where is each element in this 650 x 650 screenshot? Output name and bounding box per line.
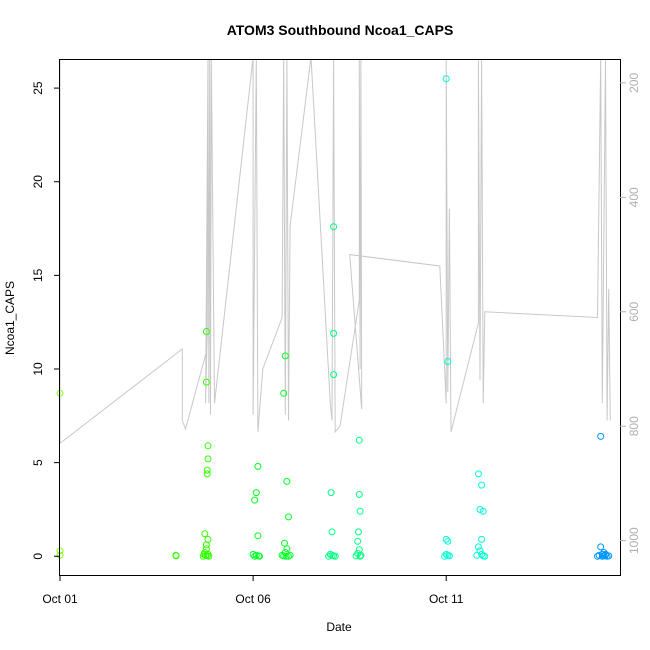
data-point — [327, 489, 335, 497]
data-point — [285, 513, 292, 521]
data-point — [172, 552, 180, 560]
data-point — [325, 552, 333, 560]
data-point — [355, 436, 363, 444]
x-tick-label: Oct 06 — [235, 592, 271, 606]
x-tick-label: Oct 01 — [42, 592, 78, 606]
data-point — [597, 543, 605, 551]
depth-line-layer — [60, 60, 611, 445]
data-point — [330, 223, 338, 231]
data-point — [203, 470, 211, 478]
data-point — [204, 455, 212, 463]
data-point — [478, 535, 486, 543]
y2-tick-label: 800 — [627, 416, 641, 436]
x-tick-label: Oct 11 — [429, 592, 464, 606]
data-point — [474, 543, 482, 551]
depth-line — [60, 60, 611, 445]
y-axis-label: Ncoa1_CAPS — [3, 281, 17, 355]
y-tick-label: 0 — [31, 553, 45, 560]
data-point — [283, 477, 291, 485]
data-point — [202, 378, 210, 386]
data-point — [204, 442, 212, 450]
points-layer — [56, 75, 613, 560]
y-tick-label: 25 — [31, 81, 45, 95]
data-point — [476, 547, 484, 555]
y-tick-label: 10 — [31, 362, 45, 376]
x-axis: Oct 01 Oct 06 Oct 11 — [42, 575, 464, 606]
y2-tick-label: 200 — [627, 73, 641, 93]
data-point — [598, 550, 606, 558]
data-point — [445, 552, 453, 560]
plot-frame — [59, 59, 621, 576]
data-point — [352, 552, 360, 560]
data-point — [442, 75, 450, 83]
y2-axis: 200 400 600 800 1000 — [620, 73, 641, 554]
data-point — [251, 496, 259, 504]
data-point — [256, 552, 263, 560]
x-axis-label: Date — [326, 620, 352, 634]
data-point — [356, 552, 364, 560]
data-point — [283, 545, 291, 553]
data-point — [252, 489, 260, 497]
data-point — [442, 535, 450, 543]
data-point — [282, 552, 290, 560]
data-point — [444, 537, 452, 545]
data-point — [357, 551, 365, 559]
y-axis: 0 5 10 15 20 25 — [31, 81, 60, 560]
data-point — [441, 552, 449, 560]
y-tick-label: 5 — [31, 459, 45, 466]
data-point — [479, 507, 487, 515]
data-point — [355, 528, 362, 536]
y2-tick-label: 600 — [627, 301, 641, 321]
data-point — [203, 466, 211, 474]
data-point — [594, 552, 601, 560]
data-point — [251, 552, 259, 560]
data-point — [286, 551, 294, 559]
data-point — [328, 528, 336, 536]
y-tick-label: 15 — [31, 268, 45, 282]
y2-tick-label: 1000 — [627, 527, 641, 554]
data-point — [356, 507, 364, 515]
data-point — [202, 541, 210, 549]
y-tick-label: 20 — [31, 175, 45, 189]
chart-title: ATOM3 Southbound Ncoa1_CAPS — [227, 22, 454, 38]
data-point — [285, 552, 292, 560]
data-point — [281, 539, 288, 547]
data-point — [478, 481, 486, 489]
data-point — [254, 532, 262, 540]
data-point — [355, 491, 363, 498]
y2-tick-label: 400 — [627, 187, 641, 207]
data-point — [254, 462, 262, 470]
data-point — [598, 552, 606, 560]
data-point — [280, 389, 288, 397]
data-point — [281, 352, 289, 360]
data-point — [330, 371, 338, 379]
data-point — [481, 552, 489, 560]
data-point — [597, 432, 605, 440]
data-point — [202, 328, 210, 335]
data-point — [474, 470, 482, 478]
data-point — [444, 358, 452, 365]
data-point — [205, 552, 213, 560]
data-point — [201, 530, 209, 538]
data-point — [354, 537, 362, 545]
data-point — [330, 329, 338, 337]
